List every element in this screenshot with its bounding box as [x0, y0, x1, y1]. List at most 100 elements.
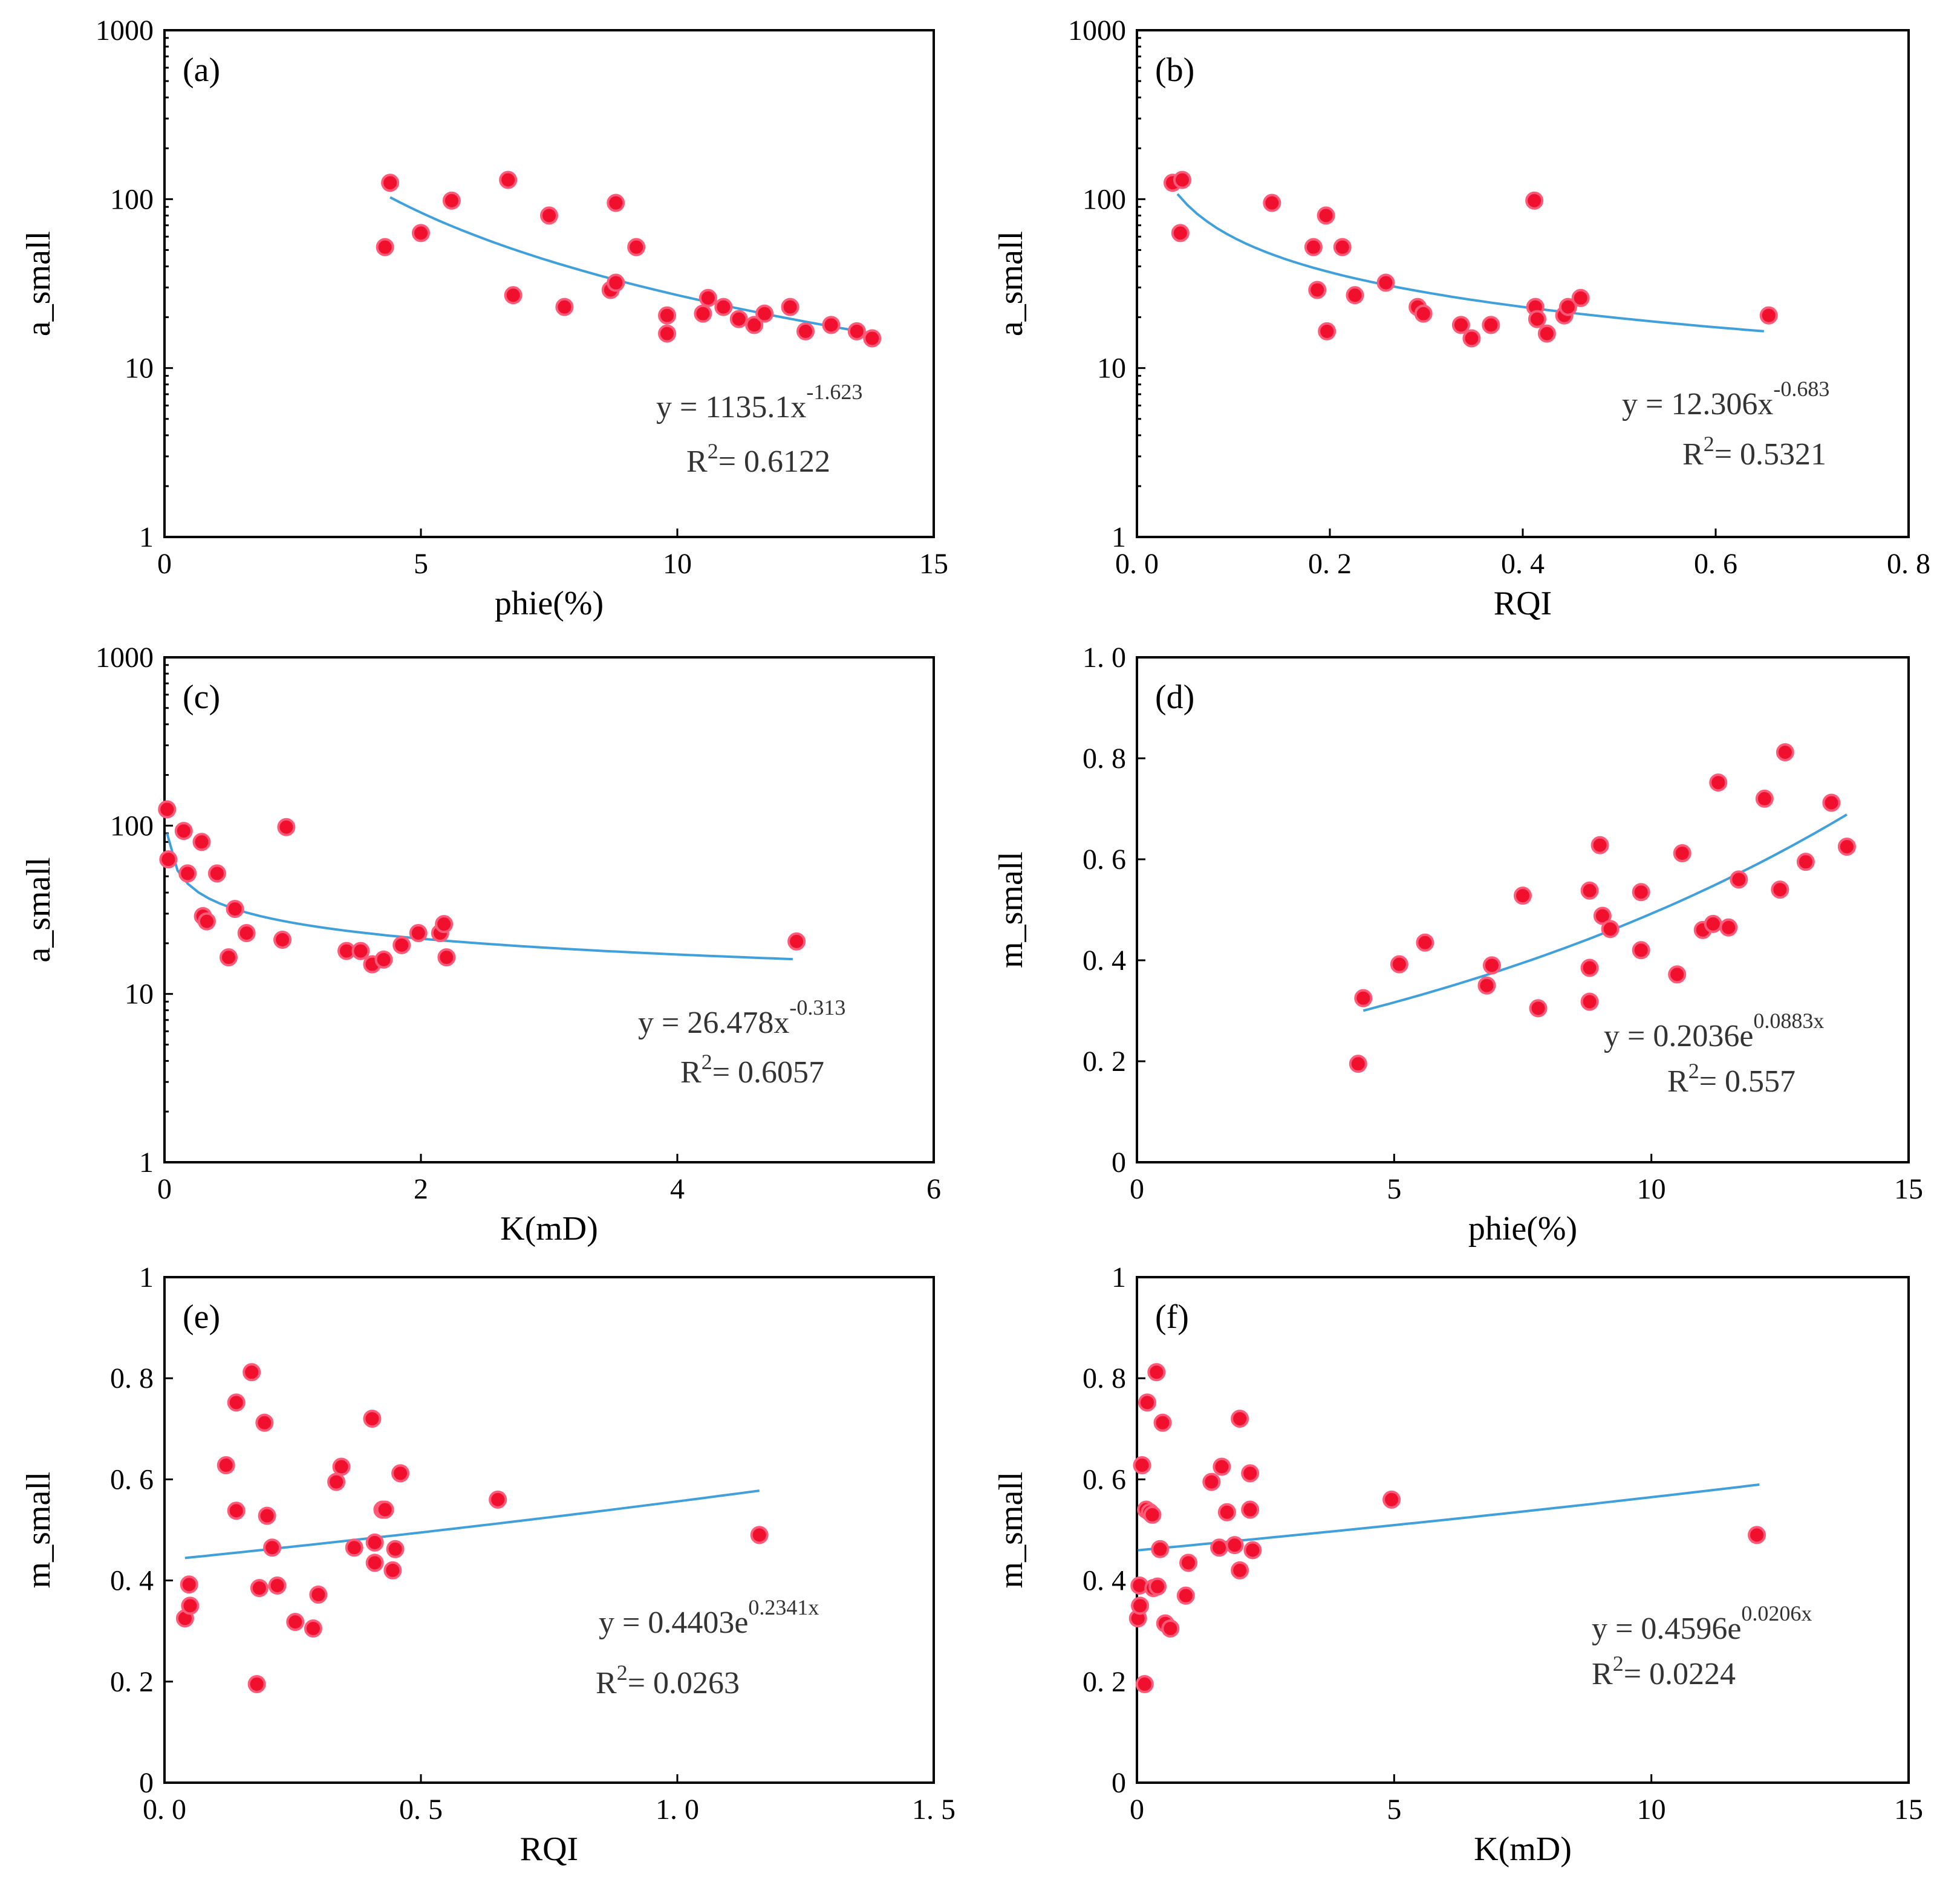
- data-point: [376, 238, 394, 256]
- data-point: [755, 304, 774, 323]
- data-point: [1632, 883, 1650, 902]
- y-tick-label: 100: [110, 810, 154, 842]
- data-point: [1416, 933, 1434, 952]
- data-point: [745, 316, 764, 334]
- data-point: [1771, 880, 1789, 899]
- data-point: [437, 948, 456, 967]
- data-point: [277, 818, 296, 836]
- data-point: [1135, 1674, 1154, 1693]
- data-point: [1759, 306, 1778, 325]
- data-point: [268, 1576, 287, 1595]
- data-point: [1601, 920, 1620, 939]
- data-point: [1590, 836, 1609, 854]
- x-tick-label: 5: [414, 548, 428, 580]
- data-point: [627, 238, 646, 256]
- data-point: [781, 298, 799, 316]
- panel-label: (d): [1155, 678, 1194, 716]
- data-point: [698, 288, 717, 307]
- x-axis-label: RQI: [1494, 585, 1552, 622]
- data-point: [220, 948, 238, 967]
- data-point: [286, 1613, 305, 1632]
- y-axis-label: a_small: [20, 857, 57, 962]
- trend-line: [166, 833, 793, 961]
- x-tick-label: 15: [1894, 1794, 1923, 1826]
- data-point: [1462, 329, 1481, 348]
- y-tick-label: 0. 2: [1083, 1046, 1126, 1078]
- x-axis-label: phie(%): [495, 585, 604, 622]
- data-point: [1354, 989, 1373, 1007]
- y-tick-label: 1: [139, 1261, 154, 1293]
- data-point: [374, 950, 393, 969]
- data-point: [1514, 887, 1532, 905]
- y-tick-label: 1: [139, 1147, 154, 1179]
- data-point: [376, 1500, 394, 1519]
- data-point: [174, 822, 193, 841]
- data-point: [729, 310, 748, 328]
- data-point: [159, 850, 178, 869]
- y-tick-label: 0. 8: [110, 1362, 154, 1394]
- data-point: [1376, 273, 1395, 292]
- data-point: [1414, 304, 1433, 323]
- data-point: [822, 316, 841, 334]
- x-tick-label: 10: [663, 548, 692, 580]
- x-tick-label: 0: [157, 1173, 172, 1205]
- y-tick-label: 1000: [1068, 15, 1126, 47]
- x-tick-label: 6: [926, 1173, 941, 1205]
- chart-panel-d: 0 5 10 15 0 0. 2 0. 4 0. 6 0. 8 1. 0 phie(%) m_smal…: [992, 642, 1923, 1248]
- data-point: [207, 864, 226, 883]
- y-tick-label: 0: [1112, 1767, 1126, 1799]
- data-point: [309, 1586, 328, 1604]
- data-point: [847, 322, 866, 340]
- y-tick-label: 0: [1112, 1147, 1126, 1179]
- data-point: [247, 1674, 266, 1693]
- chart-panel-f: 0 5 10 15 0 0. 2 0. 4 0. 6 0. 8 1 K(mD) m_small (f) y…: [992, 1261, 1923, 1868]
- fit-equation: y = 12.306x-0.683: [1622, 377, 1829, 421]
- data-point: [1477, 976, 1496, 995]
- data-point: [1537, 324, 1556, 343]
- data-point: [158, 800, 177, 819]
- data-point: [1231, 1410, 1249, 1428]
- data-point: [345, 1538, 363, 1557]
- y-tick-label: 1: [139, 521, 154, 553]
- data-point: [1571, 288, 1590, 307]
- data-point: [1673, 844, 1691, 862]
- plot-frame: [163, 29, 935, 538]
- data-point: [1837, 838, 1856, 856]
- data-point: [1153, 1413, 1172, 1432]
- x-tick-label: 15: [919, 548, 948, 580]
- data-point: [1225, 1536, 1244, 1555]
- data-point: [327, 1472, 346, 1491]
- y-tick-label: 0. 8: [1083, 1362, 1126, 1394]
- data-point: [1179, 1554, 1198, 1572]
- data-point: [391, 1464, 410, 1483]
- fit-equation: y = 0.2036e0.0883x: [1604, 1009, 1824, 1053]
- data-point: [1213, 1457, 1231, 1476]
- data-point: [1148, 1577, 1167, 1596]
- fit-equation: y = 0.4596e0.0206x: [1592, 1601, 1812, 1646]
- data-point: [1217, 1503, 1236, 1521]
- chart-panel-e: 0. 0 0. 5 1. 0 1. 5 0 0. 2 0. 4 0. 6 0. 8 1 RQI m_s…: [20, 1261, 956, 1868]
- data-point: [435, 915, 454, 934]
- data-point: [1333, 238, 1352, 256]
- data-point: [694, 304, 712, 323]
- y-tick-label: 1: [1112, 1261, 1126, 1293]
- data-point: [714, 298, 733, 316]
- y-tick-label: 0. 6: [1083, 1463, 1126, 1495]
- trend-line: [1176, 193, 1764, 333]
- x-tick-label: 5: [1387, 1794, 1401, 1826]
- x-axis-label: K(mD): [1474, 1830, 1572, 1868]
- data-point: [1304, 238, 1323, 256]
- data-point: [192, 833, 211, 851]
- data-point: [1241, 1500, 1260, 1519]
- panel-label: (f): [1155, 1298, 1189, 1336]
- data-point: [181, 1596, 200, 1615]
- data-point: [1482, 956, 1501, 975]
- chart-panel-b: 0. 0 0. 2 0. 4 0. 6 0. 8 1 10 100 1000 RQI a_small…: [992, 15, 1930, 622]
- y-tick-label: 100: [1083, 183, 1126, 215]
- data-point: [1171, 224, 1190, 242]
- y-tick-label: 100: [110, 183, 154, 215]
- r-squared: R2= 0.0263: [596, 1661, 740, 1700]
- data-point: [1133, 1456, 1151, 1474]
- x-tick-label: 2: [414, 1173, 428, 1205]
